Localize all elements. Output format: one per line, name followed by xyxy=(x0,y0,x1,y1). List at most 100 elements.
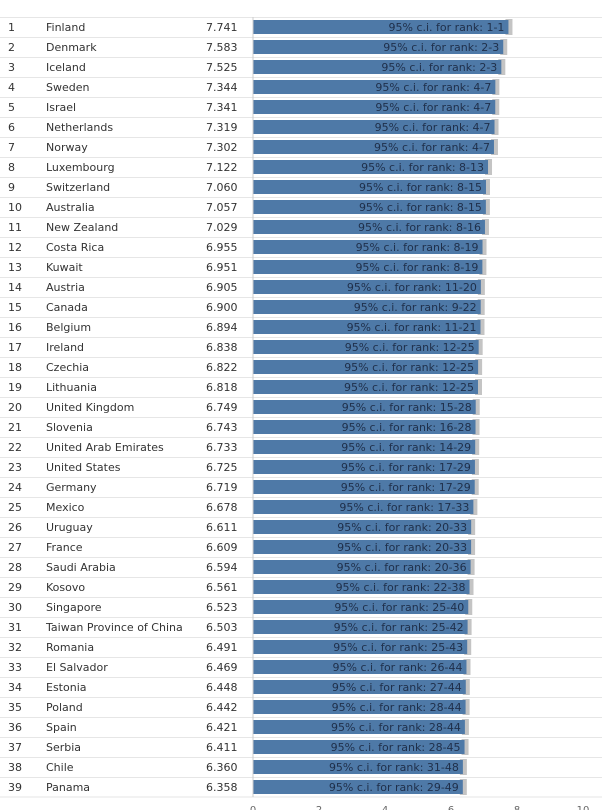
ci-whisker xyxy=(482,199,490,215)
score-cell: 6.491 xyxy=(206,641,238,654)
table-row xyxy=(0,417,602,437)
country-cell: Estonia xyxy=(46,681,87,694)
bar-data-label: 95% c.i. for rank: 12-25 xyxy=(344,381,474,394)
ci-whisker xyxy=(472,399,480,415)
bar xyxy=(253,60,502,74)
table-row xyxy=(0,257,602,277)
country-cell: Romania xyxy=(46,641,95,654)
x-tick-label: 4 xyxy=(382,805,388,810)
bar xyxy=(253,480,475,494)
country-cell: Mexico xyxy=(46,501,85,514)
table-row xyxy=(0,537,602,557)
country-cell: Germany xyxy=(46,481,97,494)
bar-data-label: 95% c.i. for rank: 12-25 xyxy=(344,361,474,374)
bar xyxy=(253,200,486,214)
bar-data-label: 95% c.i. for rank: 20-33 xyxy=(337,541,467,554)
table-row xyxy=(0,577,602,597)
country-cell: Poland xyxy=(46,701,83,714)
score-cell: 6.733 xyxy=(206,441,238,454)
score-cell: 6.448 xyxy=(206,681,238,694)
ci-whisker xyxy=(479,259,487,275)
bar xyxy=(253,720,465,734)
score-cell: 7.344 xyxy=(206,81,238,94)
rank-cell: 36 xyxy=(8,721,22,734)
score-cell: 6.749 xyxy=(206,401,238,414)
country-cell: Ireland xyxy=(46,341,85,354)
country-cell: Kosovo xyxy=(46,581,86,594)
ci-whisker xyxy=(459,759,467,775)
score-cell: 6.421 xyxy=(206,721,238,734)
rank-cell: 16 xyxy=(8,321,22,334)
score-cell: 6.411 xyxy=(206,741,238,754)
ci-whisker xyxy=(466,579,474,595)
rank-cell: 19 xyxy=(8,381,22,394)
table-row xyxy=(0,517,602,537)
ci-whisker xyxy=(479,239,487,255)
rank-cell: 5 xyxy=(8,101,15,114)
country-cell: Panama xyxy=(46,781,91,794)
rank-cell: 37 xyxy=(8,741,22,754)
x-tick-label: 0 xyxy=(250,805,256,810)
country-cell: Uruguay xyxy=(46,521,93,534)
bar-data-label: 95% c.i. for rank: 11-21 xyxy=(347,321,477,334)
country-cell: Slovenia xyxy=(46,421,93,434)
rank-cell: 15 xyxy=(8,301,22,314)
bar-data-label: 95% c.i. for rank: 26-44 xyxy=(333,661,463,674)
rank-cell: 27 xyxy=(8,541,22,554)
ci-whisker xyxy=(492,79,500,95)
rank-cell: 17 xyxy=(8,341,22,354)
table-row xyxy=(0,77,602,97)
x-tick-label: 10 xyxy=(577,805,590,810)
rank-cell: 29 xyxy=(8,581,22,594)
ci-whisker xyxy=(474,379,482,395)
ci-whisker xyxy=(477,299,485,315)
bar xyxy=(253,380,478,394)
score-cell: 6.951 xyxy=(206,261,238,274)
rank-cell: 13 xyxy=(8,261,22,274)
table-row xyxy=(0,557,602,577)
ci-whisker xyxy=(468,539,476,555)
table-row xyxy=(0,737,602,757)
country-cell: Serbia xyxy=(46,741,82,754)
country-cell: El Salvador xyxy=(46,661,108,674)
country-cell: Lithuania xyxy=(46,381,97,394)
rank-cell: 35 xyxy=(8,701,22,714)
ci-whisker xyxy=(500,39,508,55)
score-cell: 6.442 xyxy=(206,701,238,714)
table-row xyxy=(0,757,602,777)
country-cell: Costa Rica xyxy=(46,241,105,254)
score-cell: 7.525 xyxy=(206,61,238,74)
table-row xyxy=(0,697,602,717)
country-cell: Kuwait xyxy=(46,261,83,274)
ci-whisker xyxy=(490,139,498,155)
rank-cell: 21 xyxy=(8,421,22,434)
x-tick-label: 6 xyxy=(448,805,454,810)
score-cell: 6.358 xyxy=(206,781,238,794)
bar xyxy=(253,180,486,194)
country-cell: France xyxy=(46,541,83,554)
ci-whisker xyxy=(463,659,471,675)
rank-cell: 20 xyxy=(8,401,22,414)
bar xyxy=(253,760,463,774)
ci-whisker xyxy=(475,359,483,375)
score-cell: 7.029 xyxy=(206,221,238,234)
ci-whisker xyxy=(481,219,489,235)
rank-cell: 26 xyxy=(8,521,22,534)
score-cell: 6.523 xyxy=(206,601,238,614)
table-row xyxy=(0,97,602,117)
bar-data-label: 95% c.i. for rank: 4-7 xyxy=(375,81,491,94)
ci-whisker xyxy=(485,159,493,175)
bar xyxy=(253,320,481,334)
bar-data-label: 95% c.i. for rank: 4-7 xyxy=(375,121,491,134)
bar-data-label: 95% c.i. for rank: 29-49 xyxy=(329,781,459,794)
score-cell: 7.583 xyxy=(206,41,238,54)
country-cell: Israel xyxy=(46,101,77,114)
bar-data-label: 95% c.i. for rank: 17-29 xyxy=(341,481,471,494)
table-row xyxy=(0,57,602,77)
bar xyxy=(253,520,472,534)
table-row xyxy=(0,317,602,337)
bar-data-label: 95% c.i. for rank: 17-33 xyxy=(339,501,469,514)
score-cell: 6.611 xyxy=(206,521,238,534)
ci-whisker xyxy=(471,479,479,495)
